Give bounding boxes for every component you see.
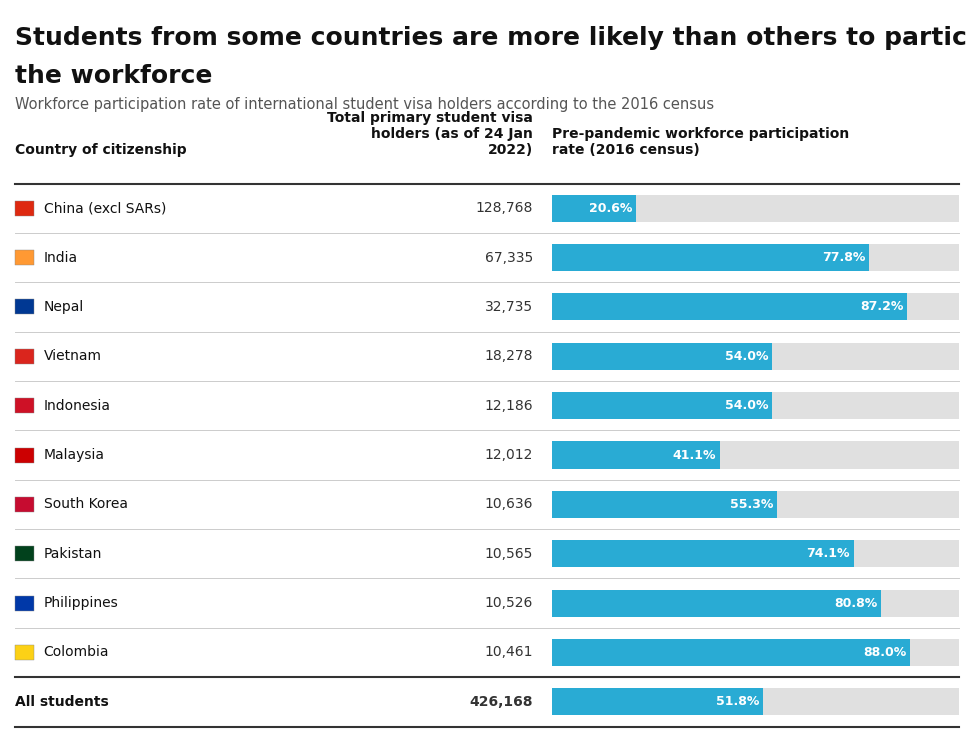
- Text: Total primary student visa
holders (as of 24 Jan
2022): Total primary student visa holders (as o…: [328, 111, 533, 157]
- Text: 12,186: 12,186: [484, 398, 533, 413]
- Text: China (excl SARs): China (excl SARs): [44, 201, 166, 215]
- Text: Malaysia: Malaysia: [44, 448, 105, 462]
- Text: 10,636: 10,636: [484, 497, 533, 512]
- Text: 18,278: 18,278: [484, 349, 533, 363]
- Text: 88.0%: 88.0%: [863, 646, 907, 659]
- Text: the workforce: the workforce: [15, 64, 212, 88]
- Text: South Korea: South Korea: [44, 497, 128, 512]
- Text: Colombia: Colombia: [44, 646, 109, 659]
- Text: 67,335: 67,335: [484, 251, 533, 264]
- Text: 128,768: 128,768: [476, 201, 533, 215]
- Text: India: India: [44, 251, 78, 264]
- Text: Workforce participation rate of international student visa holders according to : Workforce participation rate of internat…: [15, 97, 713, 112]
- Text: 10,526: 10,526: [484, 596, 533, 610]
- Text: 77.8%: 77.8%: [822, 251, 865, 264]
- Text: 54.0%: 54.0%: [725, 350, 768, 363]
- Text: 80.8%: 80.8%: [834, 597, 877, 610]
- Text: Pre-pandemic workforce participation
rate (2016 census): Pre-pandemic workforce participation rat…: [552, 127, 850, 157]
- Text: 10,461: 10,461: [484, 646, 533, 659]
- Text: 20.6%: 20.6%: [589, 201, 633, 215]
- Text: 55.3%: 55.3%: [730, 498, 773, 511]
- Text: Indonesia: Indonesia: [44, 398, 110, 413]
- Text: 41.1%: 41.1%: [672, 449, 716, 461]
- Text: All students: All students: [15, 695, 109, 709]
- Text: Nepal: Nepal: [44, 300, 84, 314]
- Text: Pakistan: Pakistan: [44, 547, 102, 561]
- Text: 87.2%: 87.2%: [860, 300, 903, 313]
- Text: 74.1%: 74.1%: [806, 548, 850, 560]
- Text: Vietnam: Vietnam: [44, 349, 102, 363]
- Text: 32,735: 32,735: [484, 300, 533, 314]
- Text: Students from some countries are more likely than others to participate in: Students from some countries are more li…: [15, 26, 969, 50]
- Text: 54.0%: 54.0%: [725, 399, 768, 412]
- Text: Country of citizenship: Country of citizenship: [15, 143, 186, 157]
- Text: 12,012: 12,012: [484, 448, 533, 462]
- Text: Philippines: Philippines: [44, 596, 118, 610]
- Text: 426,168: 426,168: [469, 695, 533, 709]
- Text: 51.8%: 51.8%: [716, 695, 760, 709]
- Text: 10,565: 10,565: [484, 547, 533, 561]
